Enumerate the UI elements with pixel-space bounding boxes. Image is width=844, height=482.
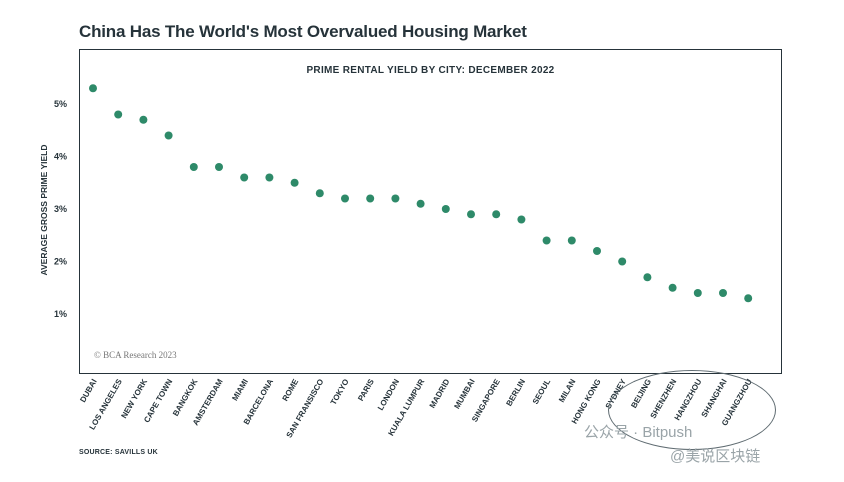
data-point	[744, 294, 753, 303]
y-axis-label: AVERAGE GROSS PRIME YIELD	[39, 145, 49, 276]
x-tick-label: MADRID	[428, 377, 452, 409]
x-tick-label: BERLIN	[504, 377, 527, 407]
data-point	[517, 215, 526, 224]
data-point	[668, 283, 677, 292]
chart-subtitle: PRIME RENTAL YIELD BY CITY: DECEMBER 202…	[306, 65, 555, 76]
x-tick-label: MILAN	[557, 377, 578, 404]
data-point	[492, 210, 501, 219]
data-point	[265, 173, 274, 182]
overlay-watermark-1: 公众号 · Bitpush	[584, 424, 693, 441]
x-tick-label: TOKYO	[329, 378, 351, 407]
data-point	[290, 178, 299, 187]
y-tick-label: 1%	[54, 309, 67, 319]
y-tick-label: 4%	[54, 152, 67, 162]
y-axis: 1% 2% 3% 4% 5% AVERAGE GROSS PRIME YIELD	[39, 99, 67, 319]
data-point	[341, 194, 349, 203]
data-point	[693, 289, 702, 297]
chart-title: China Has The World's Most Overvalued Ho…	[79, 22, 527, 41]
data-point	[441, 205, 450, 213]
data-point	[189, 163, 198, 171]
data-point	[593, 247, 601, 255]
data-point	[416, 199, 425, 208]
data-point	[467, 210, 475, 219]
x-tick-label: SEOUL	[531, 377, 553, 405]
data-point	[567, 236, 576, 245]
y-tick-label: 3%	[54, 204, 67, 214]
source-note: SOURCE: SAVILLS UK	[79, 449, 158, 456]
data-point	[719, 289, 727, 297]
chart-frame: PRIME RENTAL YIELD BY CITY: DECEMBER 202…	[79, 49, 782, 374]
overlay-watermark-2: @美说区块链	[670, 448, 761, 465]
data-point	[240, 173, 249, 182]
x-tick-label: MIAMI	[230, 378, 250, 403]
data-point	[114, 110, 123, 119]
x-tick-label: LONDON	[376, 377, 401, 412]
data-point	[391, 194, 400, 203]
x-tick-label: PARIS	[356, 377, 376, 403]
x-tick-label: ROME	[281, 377, 301, 403]
data-point	[366, 194, 375, 203]
y-tick-label: 2%	[54, 257, 67, 267]
data-point	[315, 189, 324, 198]
x-tick-label: BANGKOK	[171, 377, 200, 417]
data-point	[164, 131, 173, 140]
credit-text: © BCA Research 2023	[94, 350, 177, 360]
data-point	[643, 273, 652, 282]
data-points	[89, 84, 753, 303]
data-point	[139, 115, 148, 124]
data-point	[542, 236, 551, 245]
data-point	[215, 163, 223, 171]
data-point	[618, 257, 627, 266]
x-tick-label: MUMBAI	[452, 378, 476, 411]
y-tick-label: 5%	[54, 99, 67, 109]
x-tick-label: DUBAI	[78, 378, 98, 404]
data-point	[89, 84, 97, 93]
china-cities-highlight-ellipse	[608, 370, 776, 450]
